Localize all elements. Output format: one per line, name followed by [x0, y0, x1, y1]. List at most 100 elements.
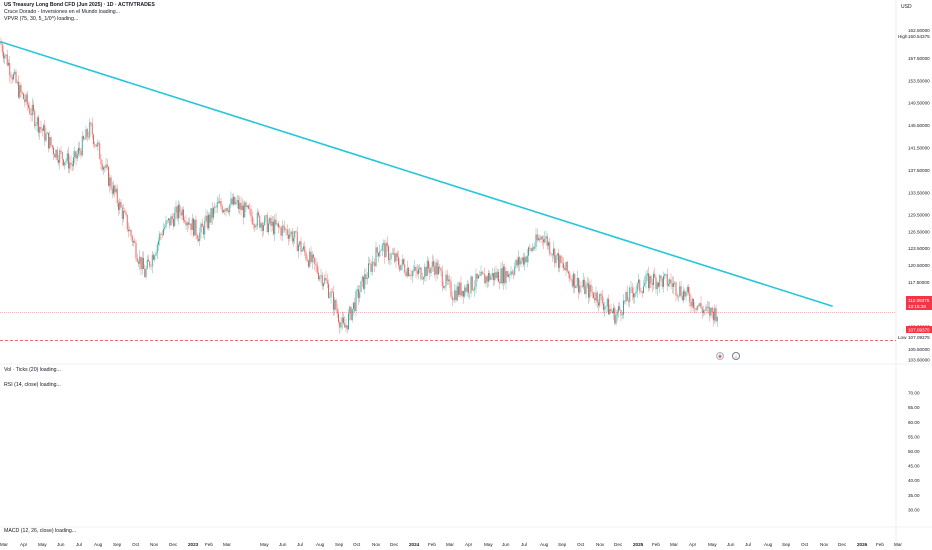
macd-legend[interactable]: MACD (12, 26, close) loading... — [4, 528, 77, 534]
candle-body — [490, 276, 492, 280]
time-axis[interactable]: Mar Apr May Jun Jul Aug Sep Oct Nov Dec 2023 Feb Mar… — [0, 542, 902, 547]
candle-body — [616, 311, 618, 316]
rsi-axis[interactable]: 70.00 65.00 60.00 55.00 50.00 45.00 40.00 35.00… — [908, 391, 920, 513]
candle-body — [276, 223, 278, 225]
indicator-golden-cross[interactable]: Cruce Dorado - Inversiones en el Mundo l… — [4, 9, 120, 15]
candle-body — [293, 237, 294, 242]
candle-body — [663, 276, 664, 287]
time-tick-label: Mar — [0, 542, 8, 547]
candle-body — [710, 307, 712, 316]
candle-body — [689, 292, 691, 302]
trendline[interactable] — [0, 40, 833, 308]
price-tick-label: 137.50000 — [908, 168, 930, 173]
rsi-legend[interactable]: RSI (14, close) loading... — [4, 382, 61, 388]
candle-body — [611, 311, 613, 314]
candle-body — [343, 317, 344, 324]
currency-label: USD — [901, 4, 912, 10]
price-tick-label: 117.50000 — [908, 280, 930, 285]
rsi-tick-label: 30.00 — [908, 507, 920, 512]
candle-body — [271, 221, 273, 226]
candle-body — [78, 147, 79, 154]
candle-body — [56, 149, 58, 160]
candle-body — [19, 85, 21, 98]
candle-body — [76, 153, 78, 159]
candle-body — [655, 277, 657, 290]
candle-body — [328, 283, 329, 298]
candle-body — [376, 247, 378, 253]
symbol-title[interactable]: US Treasury Long Bond CFD (Jun 2025) · 1… — [4, 2, 155, 8]
candle-body — [209, 214, 211, 223]
candle-body — [495, 272, 497, 279]
candle-body — [419, 267, 421, 270]
candle-body — [671, 283, 673, 287]
candle-body — [679, 286, 681, 296]
time-tick-label: Apr — [20, 542, 28, 547]
candle-body — [349, 307, 351, 314]
price-tick-label: 105.50000 — [908, 347, 930, 352]
vol-legend[interactable]: Vol · Ticks (20) loading... — [4, 367, 61, 373]
candle-body — [445, 274, 447, 287]
candle-body — [135, 242, 137, 259]
time-tick-label: 2024 — [409, 542, 420, 547]
time-tick-label: Feb — [876, 542, 884, 547]
candle-body — [386, 242, 388, 247]
candle-body — [175, 206, 177, 213]
candle-body — [573, 273, 574, 287]
us-flag-icon[interactable]: ★ — [716, 352, 724, 360]
time-tick-label: Oct — [577, 542, 585, 547]
candle-body — [148, 259, 149, 262]
time-tick-label: Sep — [113, 542, 122, 547]
candle-body — [680, 286, 682, 297]
candle-body — [176, 206, 178, 219]
candle-body — [206, 215, 208, 228]
candle-body — [571, 279, 573, 287]
candle-body — [129, 229, 131, 232]
current-price-tag: 112.09375 13:15:38 — [906, 296, 932, 310]
candle-body — [706, 306, 708, 308]
candle-body — [95, 144, 97, 147]
candle-body — [354, 302, 356, 312]
rsi-tick-label: 65.00 — [908, 405, 920, 410]
candle-body — [588, 283, 589, 298]
candle-body — [484, 274, 486, 284]
candle-body — [70, 162, 72, 165]
candle-body — [221, 206, 223, 213]
rsi-tick-label: 60.00 — [908, 420, 920, 425]
candle-body — [254, 224, 256, 228]
candle-body — [31, 104, 33, 116]
candle-body — [86, 129, 88, 137]
candle-body — [536, 234, 538, 241]
candle-body — [126, 214, 128, 230]
candle-body — [40, 127, 42, 129]
candle-body — [509, 274, 511, 276]
download-arrow-icon[interactable]: ↓ — [732, 352, 740, 360]
candle-body — [414, 266, 416, 271]
price-tick-label: 120.50000 — [908, 263, 930, 268]
candle-body — [371, 261, 373, 272]
candle-body — [18, 82, 19, 98]
candle-body — [238, 200, 239, 209]
candle-body — [550, 253, 552, 255]
price-axis[interactable]: 162.50000 157.50000 153.50000 149.50000 145.… — [908, 28, 930, 363]
candle-body — [38, 117, 39, 133]
candle-body — [103, 167, 104, 170]
candle-body — [226, 208, 228, 211]
candle-body — [299, 241, 301, 245]
candle-body — [713, 311, 714, 321]
candle-body — [263, 225, 264, 231]
indicator-vpvr[interactable]: VPVR (75, 30, 5_1/0^) loading... — [4, 16, 79, 22]
candle-body — [409, 275, 411, 277]
candle-body — [708, 307, 709, 308]
candle-body — [476, 273, 478, 279]
candle-body — [235, 201, 237, 205]
candle-body — [225, 208, 227, 212]
candle-body — [420, 267, 422, 280]
candle-body — [25, 94, 27, 103]
candle-body — [164, 227, 166, 230]
candle-body — [334, 299, 336, 310]
candle-body — [466, 284, 468, 292]
candle-body — [256, 212, 258, 226]
candle-body — [504, 266, 506, 284]
rsi-tick-label: 50.00 — [908, 449, 920, 454]
